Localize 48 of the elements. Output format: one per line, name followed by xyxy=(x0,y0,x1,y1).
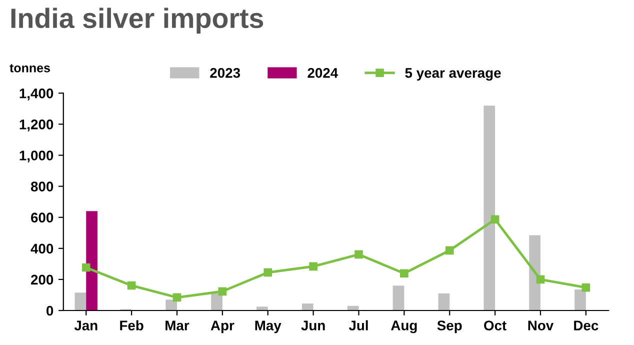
x-tick-label: Sep xyxy=(437,320,462,334)
y-tick-label: 400 xyxy=(30,244,54,254)
x-tick-label: Aug xyxy=(391,320,417,334)
x-tick-label: Jan xyxy=(74,320,98,330)
point xyxy=(354,250,363,259)
point xyxy=(218,287,227,296)
x-tick-label: Jul xyxy=(348,320,368,330)
y-tick-label: 1,000 xyxy=(20,150,54,162)
legend-label: 2023 xyxy=(210,68,240,78)
x-tick-label: Jun xyxy=(301,320,325,330)
bar xyxy=(166,300,177,310)
point xyxy=(490,215,500,224)
y-tick-label: 1,200 xyxy=(20,120,54,132)
y-tick-label: 200 xyxy=(30,274,54,285)
x-tick-label: Feb xyxy=(120,320,144,330)
bar xyxy=(74,292,86,310)
legend-label: 5 year average xyxy=(405,68,501,81)
bar xyxy=(211,293,222,310)
x-tick-label: Apr xyxy=(210,320,234,334)
point xyxy=(536,275,545,284)
point xyxy=(582,283,590,292)
bar xyxy=(438,293,450,310)
bar xyxy=(256,306,268,310)
x-tick-label: Dec xyxy=(574,320,598,330)
legend-label: 2024 xyxy=(308,68,338,78)
y-tick-label: 800 xyxy=(30,182,54,192)
bar xyxy=(529,235,540,310)
point xyxy=(445,246,454,255)
x-tick-label: Nov xyxy=(528,320,554,330)
x-tick-label: Mar xyxy=(166,320,190,330)
bar xyxy=(574,290,586,310)
point xyxy=(127,281,136,290)
bar xyxy=(302,304,314,310)
chart-title: India silver imports xyxy=(11,8,264,34)
x-tick-label: Oct xyxy=(484,320,506,330)
bar xyxy=(484,106,496,310)
x-tick-label: May xyxy=(255,320,282,334)
point xyxy=(82,263,90,272)
y-tick-label: 1,400 xyxy=(20,88,54,100)
bar xyxy=(86,211,98,310)
point xyxy=(264,268,272,277)
point xyxy=(172,293,182,302)
y-tick-label: 0 xyxy=(46,306,54,316)
bar xyxy=(392,286,404,310)
point xyxy=(400,269,408,278)
y-axis-title: tonnes xyxy=(10,64,50,72)
point xyxy=(309,262,318,271)
y-tick-label: 600 xyxy=(31,212,54,223)
